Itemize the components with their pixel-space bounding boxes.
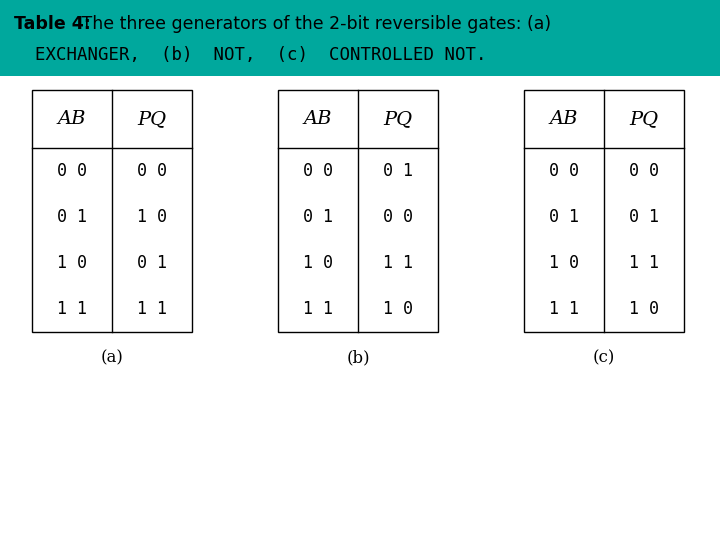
Text: 1 0: 1 0 xyxy=(57,254,87,272)
Text: 0 0: 0 0 xyxy=(629,162,659,180)
Text: 0 0: 0 0 xyxy=(303,162,333,180)
Text: 1 1: 1 1 xyxy=(629,254,659,272)
Text: 1 1: 1 1 xyxy=(303,300,333,318)
Text: AB: AB xyxy=(304,110,332,128)
Text: Table 4:: Table 4: xyxy=(14,15,91,33)
Text: 0 1: 0 1 xyxy=(549,208,579,226)
Text: 0 1: 0 1 xyxy=(303,208,333,226)
Text: (b): (b) xyxy=(346,349,370,367)
Text: 1 0: 1 0 xyxy=(303,254,333,272)
Text: 0 1: 0 1 xyxy=(57,208,87,226)
Text: 0 0: 0 0 xyxy=(137,162,167,180)
Text: The three generators of the 2-bit reversible gates: (a): The three generators of the 2-bit revers… xyxy=(76,15,551,33)
Text: 1 1: 1 1 xyxy=(57,300,87,318)
Text: 1 0: 1 0 xyxy=(383,300,413,318)
Text: 0 1: 0 1 xyxy=(629,208,659,226)
Text: 0 1: 0 1 xyxy=(383,162,413,180)
Text: 0 0: 0 0 xyxy=(57,162,87,180)
Text: 0 0: 0 0 xyxy=(549,162,579,180)
Text: 0 0: 0 0 xyxy=(383,208,413,226)
Bar xyxy=(278,90,438,332)
Text: 1 1: 1 1 xyxy=(549,300,579,318)
Text: PQ: PQ xyxy=(138,110,166,128)
Text: (a): (a) xyxy=(101,349,123,367)
Text: 0 1: 0 1 xyxy=(137,254,167,272)
Text: (c): (c) xyxy=(593,349,615,367)
Text: 1 0: 1 0 xyxy=(629,300,659,318)
Text: EXCHANGER,  (b)  NOT,  (c)  CONTROLLED NOT.: EXCHANGER, (b) NOT, (c) CONTROLLED NOT. xyxy=(14,46,487,64)
Text: PQ: PQ xyxy=(384,110,413,128)
Bar xyxy=(32,90,192,332)
Bar xyxy=(524,90,684,332)
Text: PQ: PQ xyxy=(629,110,659,128)
Text: 1 1: 1 1 xyxy=(383,254,413,272)
Bar xyxy=(0,0,720,76)
Text: 1 1: 1 1 xyxy=(137,300,167,318)
Text: 1 0: 1 0 xyxy=(137,208,167,226)
Text: AB: AB xyxy=(550,110,578,128)
Text: 1 0: 1 0 xyxy=(549,254,579,272)
Text: AB: AB xyxy=(58,110,86,128)
